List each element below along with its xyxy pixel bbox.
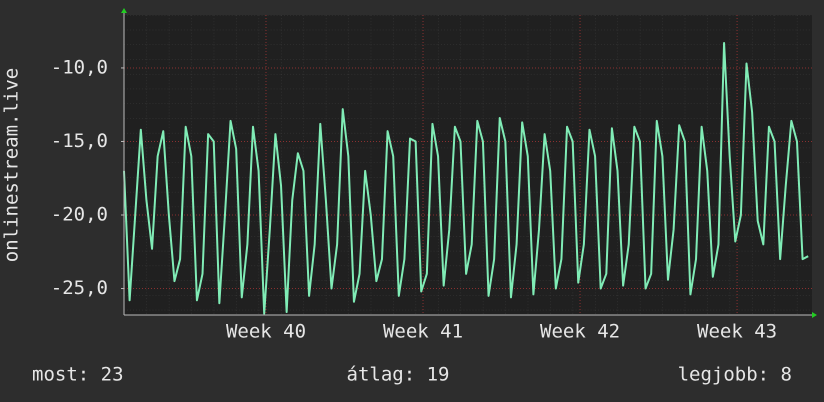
x-tick-label: Week 43 — [697, 321, 777, 343]
stat-average: átlag: 19 — [347, 364, 450, 386]
data-line — [123, 41, 809, 315]
y-tick-label: -15,0 — [51, 130, 108, 152]
x-tick-label: Week 40 — [226, 321, 306, 343]
axis-arrow — [812, 312, 817, 318]
y-axis-label: onlinestream.live — [1, 68, 23, 262]
y-tick-label: -10,0 — [51, 56, 108, 78]
x-tick-label: Week 41 — [383, 321, 463, 343]
y-tick-label: -20,0 — [51, 204, 108, 226]
x-tick-label: Week 42 — [540, 321, 620, 343]
stat-best: legjobb: 8 — [678, 364, 792, 386]
axis-arrow — [121, 8, 127, 13]
stat-current: most: 23 — [32, 364, 124, 386]
y-tick-label: -25,0 — [51, 277, 108, 299]
